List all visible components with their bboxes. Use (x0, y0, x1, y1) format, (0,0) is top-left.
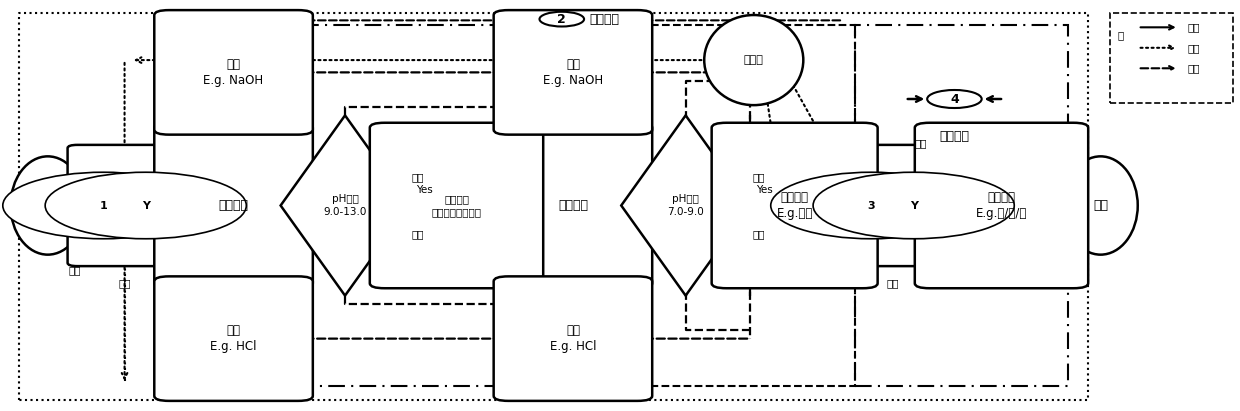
Polygon shape (621, 115, 750, 296)
Text: 1: 1 (99, 201, 107, 210)
Text: Y: Y (910, 201, 918, 210)
FancyBboxPatch shape (915, 123, 1089, 288)
FancyBboxPatch shape (494, 276, 652, 401)
FancyBboxPatch shape (370, 123, 543, 288)
Text: 水流: 水流 (1187, 22, 1200, 32)
Circle shape (771, 172, 972, 239)
Text: 综合调节: 综合调节 (558, 199, 588, 212)
FancyBboxPatch shape (67, 145, 181, 266)
Text: 3: 3 (868, 201, 875, 210)
Text: 二级: 二级 (887, 278, 899, 289)
Circle shape (539, 12, 584, 26)
Text: 综合调节: 综合调节 (218, 199, 248, 212)
Text: 污泥: 污泥 (915, 138, 928, 148)
Text: Yes: Yes (415, 185, 433, 195)
Text: 注: 注 (1118, 30, 1125, 41)
Text: 2: 2 (558, 13, 567, 25)
Text: 加酸
E.g. HCl: 加酸 E.g. HCl (211, 324, 257, 353)
Text: 4: 4 (950, 92, 959, 106)
Text: 加碱
E.g. NaOH: 加碱 E.g. NaOH (203, 58, 264, 87)
FancyBboxPatch shape (154, 10, 312, 135)
Text: Yes: Yes (756, 185, 773, 195)
Text: 加碱
E.g. NaOH: 加碱 E.g. NaOH (543, 58, 603, 87)
FancyBboxPatch shape (154, 276, 312, 401)
FancyBboxPatch shape (494, 123, 652, 288)
Text: 偏低: 偏低 (412, 229, 424, 239)
Ellipse shape (704, 15, 804, 105)
Polygon shape (280, 115, 409, 296)
Text: 控制: 控制 (1187, 63, 1200, 73)
Text: pH检测
9.0-13.0: pH检测 9.0-13.0 (324, 194, 367, 217)
Text: 一级: 一级 (118, 278, 130, 289)
Text: 后置环节
E.g.碳/砂/膜: 后置环节 E.g.碳/砂/膜 (976, 191, 1027, 220)
Ellipse shape (1064, 156, 1138, 255)
Text: 结束: 结束 (1094, 199, 1109, 212)
Text: 加酸
E.g. HCl: 加酸 E.g. HCl (549, 324, 596, 353)
Text: 开始: 开始 (40, 199, 56, 212)
Circle shape (2, 172, 203, 239)
Text: 偏高: 偏高 (412, 172, 424, 182)
FancyBboxPatch shape (836, 145, 950, 266)
Text: Y: Y (141, 201, 150, 210)
FancyBboxPatch shape (712, 123, 878, 288)
Circle shape (928, 90, 982, 108)
Text: 污泥: 污泥 (1187, 43, 1200, 53)
Circle shape (813, 172, 1014, 239)
FancyBboxPatch shape (494, 10, 652, 135)
Text: 污泥池: 污泥池 (744, 55, 764, 65)
Text: 中置辅助: 中置辅助 (589, 13, 619, 25)
FancyBboxPatch shape (154, 123, 312, 288)
Text: 中置环节
E.g.生化: 中置环节 E.g.生化 (776, 191, 813, 220)
Ellipse shape (11, 156, 84, 255)
Text: 偏高: 偏高 (753, 172, 765, 182)
Text: pH检测
7.0-9.0: pH检测 7.0-9.0 (667, 194, 704, 217)
Text: 偏低: 偏低 (753, 229, 765, 239)
Text: 后置辅助: 后置辅助 (940, 130, 970, 143)
Text: 加药控制
离子分离盐去除剂: 加药控制 离子分离盐去除剂 (432, 194, 481, 217)
Text: 污泥: 污泥 (68, 265, 82, 275)
Circle shape (45, 172, 247, 239)
